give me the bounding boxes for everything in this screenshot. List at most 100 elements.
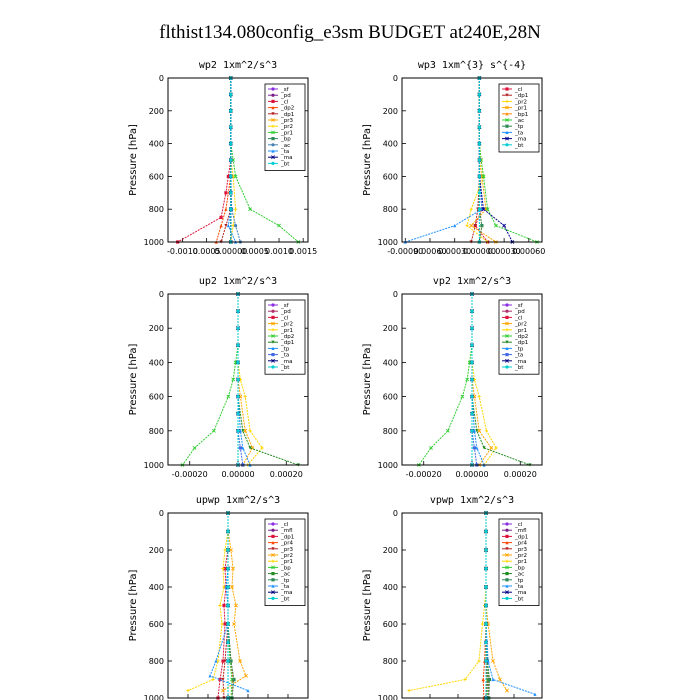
legend-label: _pr1: [514, 328, 527, 334]
data-point_bt: [470, 429, 474, 433]
legend-marker: [271, 315, 275, 319]
plot-frame: [167, 77, 309, 243]
legend-label: _pr3: [280, 118, 294, 124]
legend-marker: [505, 346, 509, 350]
data-point_bt: [477, 109, 482, 113]
data-point_ta: [238, 446, 243, 450]
data-point_bt: [226, 585, 230, 589]
legend-label: _sf: [514, 303, 524, 309]
plot-frame: [167, 293, 309, 466]
legend-label: _ma: [514, 359, 526, 365]
data-point_dp2: [224, 207, 228, 211]
y-tick-label: 0: [393, 509, 398, 518]
data-point_pr1: [223, 548, 227, 552]
legend-label: _pr1: [280, 328, 293, 334]
data-point_bt: [477, 174, 482, 178]
y-axis-label: Pressure [hPa]: [362, 124, 373, 196]
legend-label: _tp: [514, 578, 524, 584]
y-tick-label: 400: [149, 140, 164, 149]
y-tick-label: 400: [383, 140, 398, 149]
legend-marker: [505, 328, 509, 332]
data-point_bt: [229, 191, 233, 195]
legend-label: _mfl: [514, 528, 527, 534]
y-tick-label: 800: [149, 427, 164, 436]
y-tick-label: 0: [393, 290, 398, 299]
data-point_dp2: [219, 224, 223, 228]
panel-1: wp2 1xm^2/s^3 Pressure [hPa] 0 200 400 600 800…: [128, 60, 317, 256]
data-point_ta: [226, 224, 230, 228]
data-point_bt: [484, 585, 488, 589]
data-point_ta: [453, 224, 457, 228]
data-point_pr1: [243, 395, 247, 399]
data-point_ac: [233, 224, 238, 228]
legend-label: _dp2: [280, 334, 294, 340]
legend: _sf_pd_cl_dp2_dp1_pr3_pr2_pr1_bp_ac_ta_m…: [264, 83, 306, 171]
data-point_ta: [208, 674, 212, 678]
data-point_dp1: [248, 446, 252, 450]
y-tick-label: 600: [149, 172, 164, 181]
data-point_ta: [472, 446, 477, 450]
data-point_dp1: [223, 566, 227, 571]
panels-group: wp2 1xm^2/s^3 Pressure [hPa] 0 200 400 600 800…: [128, 60, 545, 700]
legend-label: _bp: [514, 565, 525, 571]
legend-marker: [271, 130, 275, 135]
legend-marker: [271, 559, 275, 563]
legend-marker: [271, 346, 275, 350]
legend-label: _pr1: [280, 130, 293, 136]
legend-label: _pr1: [514, 559, 527, 565]
data-point_bt: [484, 529, 488, 534]
legend-marker: [505, 559, 509, 563]
data-point_bt: [470, 395, 474, 399]
legend-label: _pr1: [280, 559, 293, 565]
legend-marker: [505, 572, 509, 576]
data-point_pr4: [481, 677, 485, 682]
legend-label: _pr2: [514, 322, 527, 328]
data-point_dp1: [222, 603, 226, 608]
legend-marker: [271, 578, 275, 582]
legend-marker: [505, 93, 509, 97]
legend-marker: [505, 358, 509, 363]
legend-label: _dp2: [514, 334, 528, 340]
y-tick-label: 600: [383, 393, 398, 402]
x-tick-label: 0.00020: [504, 470, 537, 479]
figure-title: flthist134.080config_e3sm BUDGET at240E,…: [159, 22, 541, 43]
y-tick-label: 600: [149, 620, 164, 629]
plot-frame: [401, 77, 543, 243]
legend-label: _pd: [280, 93, 291, 99]
x-tick-label: 0.00020: [270, 470, 303, 479]
data-point_pr1: [477, 395, 481, 399]
legend-marker: [271, 93, 275, 97]
data-point_pr1: [211, 677, 215, 682]
data-point_ma: [481, 207, 486, 212]
legend-label: _dp1: [280, 534, 294, 540]
data-point_pr1: [469, 223, 474, 228]
y-tick-label: 200: [383, 107, 398, 116]
data-point_pr2: [221, 688, 225, 693]
legend-marker: [505, 528, 509, 532]
data-point_dp2: [226, 394, 231, 399]
x-tick-label: 0.0005: [193, 247, 221, 256]
legend-marker: [271, 596, 275, 601]
legend: _cl_dp1_pr2_pr1_bp1_ac_tp_ta_ma_bt: [498, 83, 540, 153]
data-point_tp: [475, 446, 479, 450]
legend: _cl_mfl_dp1_pr4_pr3_pr2_pr1_bp_ac_tp_ta_…: [264, 518, 306, 606]
panel-6: vpwp 1xm^2/s^3 Pressure [hPa] 0 200 400 600 80…: [362, 495, 543, 700]
legend-marker: [505, 303, 509, 307]
data-point_pr2: [234, 603, 238, 608]
legend-marker: [505, 143, 509, 147]
legend-label: _mfl: [280, 528, 293, 534]
y-tick-label: 200: [383, 324, 398, 333]
data-point_bt: [484, 640, 488, 645]
legend-label: _pr1: [514, 106, 527, 112]
y-axis-label: Pressure [hPa]: [362, 570, 373, 642]
legend-label: _ta: [514, 584, 523, 590]
legend-label: _tp: [514, 124, 524, 130]
y-tick-label: 600: [149, 393, 164, 402]
legend-label: _cl: [514, 315, 523, 321]
legend-label: _pr4: [280, 541, 294, 547]
x-tick-label: 0.0010: [265, 247, 293, 256]
panel-title: upwp 1xm^2/s^3: [196, 495, 280, 506]
legend-label: _dp1: [280, 112, 294, 118]
data-point_pr2: [498, 677, 502, 682]
